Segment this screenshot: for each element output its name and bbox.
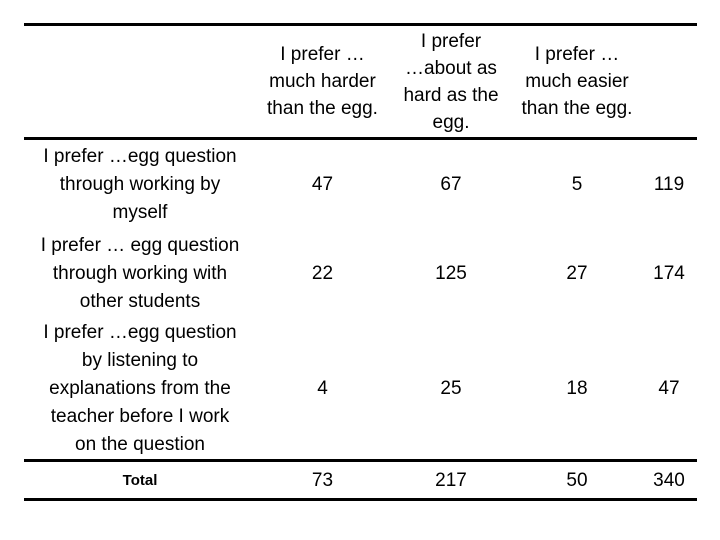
column-header-total-spacer [641,26,697,137]
header-row-label-spacer [24,26,256,137]
cell-value: 47 [658,377,680,399]
row-label: I prefer … egg question through working … [40,235,240,312]
preference-crosstab-table: I prefer … much harder than the egg. I p… [24,23,697,501]
row-label: I prefer …egg question through working b… [43,146,237,223]
cell-value: 67 [440,174,462,195]
total-cell-value: 73 [311,469,334,491]
cell-value: 174 [653,263,685,284]
cell-value: 27 [566,263,588,284]
cell-value: 47 [311,174,334,195]
cell-value: 25 [440,377,462,399]
column-header-about-as-hard: I prefer …about as hard as the egg. [403,30,499,133]
total-cell-value: 217 [435,469,467,491]
table-row-total: Total 73 217 50 340 [24,459,697,501]
cell-value: 18 [566,377,588,399]
total-row-label: Total [122,471,158,489]
cell-value: 22 [311,263,334,284]
cell-value: 4 [317,377,328,399]
table-row-listening-to-teacher: I prefer …egg question by listening to e… [24,318,697,459]
table-row-working-by-myself: I prefer …egg question through working b… [24,140,697,230]
table-row-working-with-others: I prefer … egg question through working … [24,230,697,318]
cell-value: 119 [653,174,685,195]
table-header-row: I prefer … much harder than the egg. I p… [24,23,697,140]
cell-value: 5 [571,174,583,195]
row-label: I prefer …egg question by listening to e… [43,321,237,455]
total-cell-value: 340 [653,469,685,491]
total-cell-value: 50 [566,469,588,491]
column-header-much-harder: I prefer … much harder than the egg. [267,44,378,119]
cell-value: 125 [435,263,467,284]
column-header-much-easier: I prefer … much easier than the egg. [521,44,633,119]
